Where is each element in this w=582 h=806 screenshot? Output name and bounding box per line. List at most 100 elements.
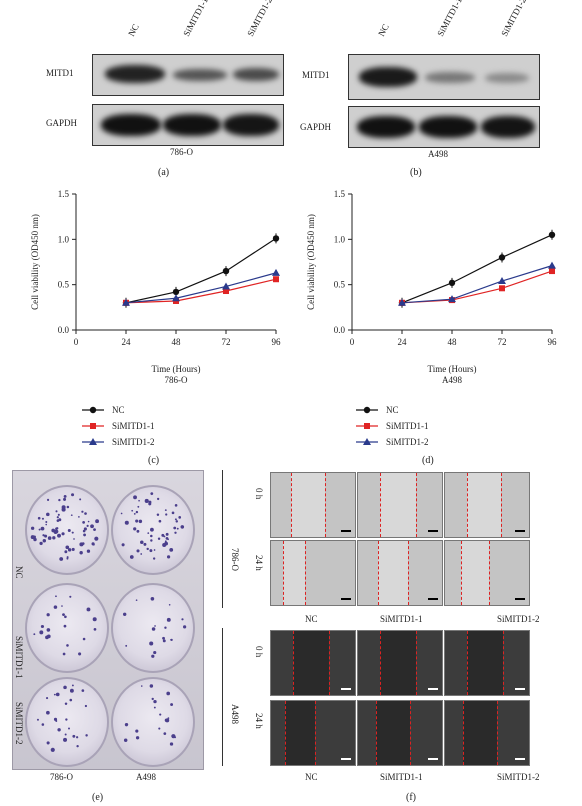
colony [163,732,167,735]
wound-gap [467,473,501,537]
panel-label: (d) [422,455,434,466]
colony [153,706,156,709]
colony [46,498,50,501]
scale-bar [515,688,525,690]
blot-mitd1 [348,54,540,100]
chart-786-O: 0.0 0.5 1.0 1.5 0 24 48 72 96 Time (Hours)786-O Ce… [30,189,281,447]
colony [55,720,58,722]
legend-label: NC [112,405,125,415]
colony [46,697,49,700]
colony [45,523,48,526]
colony [124,520,129,525]
x-axis-label: Time (Hours) [428,364,477,374]
wound-gap [380,631,416,695]
colony [162,639,166,643]
wound-edge-line [408,541,410,605]
scale-bar [428,758,438,760]
colony [65,545,70,550]
wound-edge-line [376,701,378,765]
colony [63,494,67,498]
wound-edge-line [315,701,317,765]
colony [55,595,57,598]
data-point [122,298,130,306]
colony [154,625,156,627]
colony [171,511,175,515]
colony [93,627,97,631]
wound-image [444,700,530,766]
colony [174,531,177,534]
colony [148,500,152,504]
colony [123,738,128,742]
colony [144,498,149,504]
colony [159,713,162,716]
colony [143,542,147,546]
time-label: 24 h [254,555,264,571]
colony [166,617,171,622]
colony [149,641,154,646]
wound-gap [378,541,408,605]
colony [92,543,95,546]
wound-image [444,540,530,606]
y-axis-label: Cell viability (OD450 nm) [30,214,40,310]
colony [55,510,58,513]
colony [46,741,50,745]
cell-line-label: A498 [428,149,448,159]
colony [61,505,66,510]
colony [71,684,74,687]
series-line [125,278,277,304]
colony [84,704,88,708]
data-point [448,279,456,287]
colony [149,549,153,553]
lane-label: SiMITD1-1 [181,0,210,39]
wound-image [270,700,356,766]
x-tick-label: 72 [498,337,507,347]
colony [46,512,50,517]
panel-label: (e) [92,792,104,803]
colony [82,637,86,641]
colony [52,536,56,540]
data-point [548,231,556,238]
legend-marker [89,406,97,414]
y-tick-label: 0.0 [334,325,346,335]
scale-bar [341,530,351,532]
col-label: NC [305,772,318,782]
row-label: MITD1 [46,68,74,78]
colony [39,541,43,546]
wound-image [444,472,530,538]
col-label: 786-O [50,772,73,782]
wound-edge-line [503,631,505,695]
scale-bar [515,598,525,600]
colony [140,553,143,555]
colony [82,529,86,533]
colony [67,529,71,533]
wound-edge-line [467,473,469,537]
colony [64,702,68,705]
chart-title: A498 [442,375,462,385]
colony [164,626,167,629]
colony [158,727,161,730]
wound-image [357,630,443,696]
colony [174,504,178,507]
colony [65,718,68,721]
wound-edge-line [285,701,287,765]
wound-edge-line [291,473,293,537]
data-point [222,267,230,275]
dish [111,677,195,767]
colony [66,557,69,560]
x-axis-label: Time (Hours) [152,364,201,374]
colony [166,691,171,696]
colony [162,636,165,640]
y-tick-label: 1.0 [334,234,346,244]
colony [79,498,82,501]
x-tick-label: 48 [172,337,182,347]
plate [12,470,204,770]
colony [165,532,169,536]
data-point [448,295,456,303]
x-tick-label: 24 [398,337,408,347]
scale-bar [428,688,438,690]
colony [42,539,47,543]
colony [83,527,87,531]
colony [133,527,137,531]
row-label: MITD1 [302,70,330,80]
colony [40,526,45,531]
